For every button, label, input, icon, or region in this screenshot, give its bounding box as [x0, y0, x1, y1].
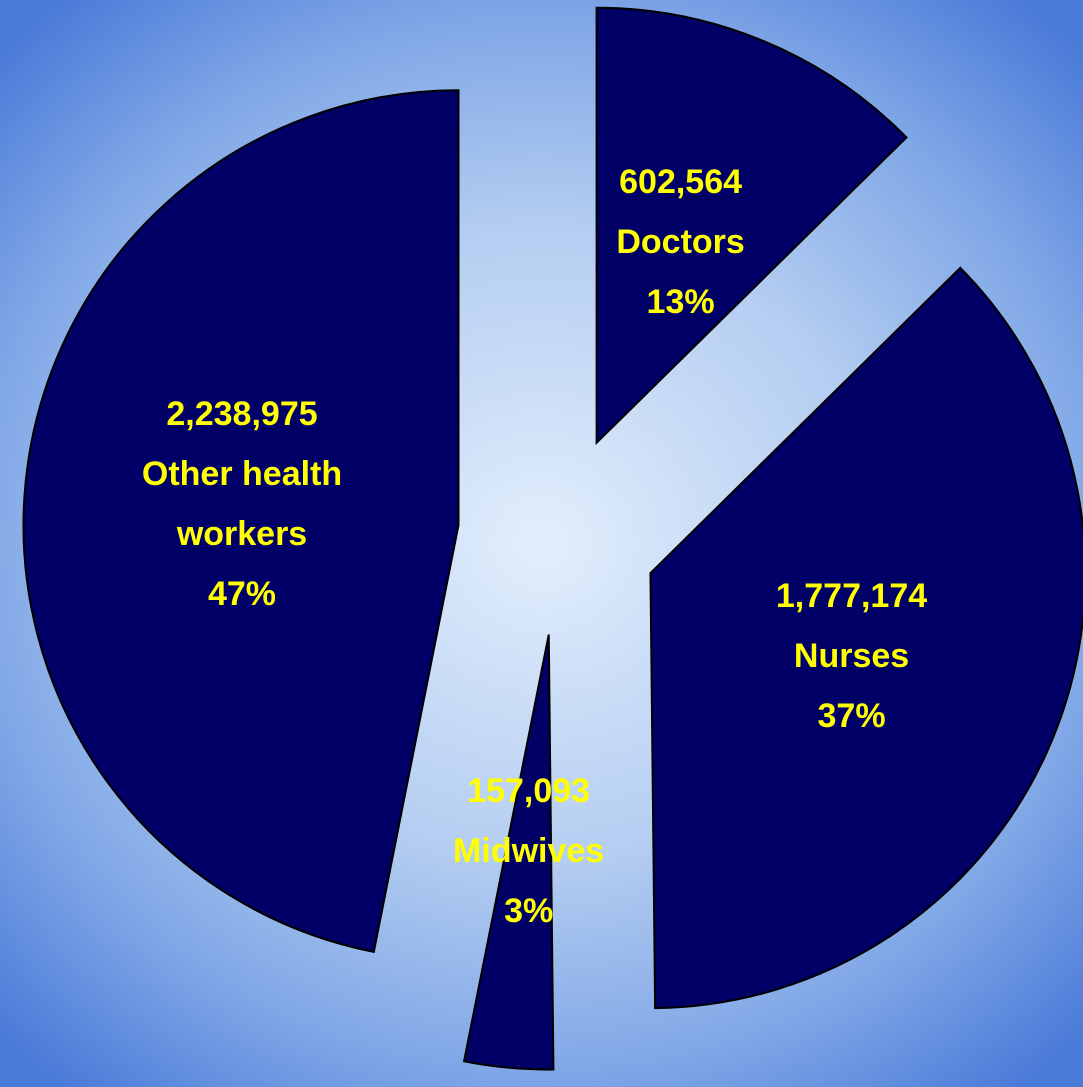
- value-label: 1,777,174: [775, 577, 928, 615]
- pie-slice: [649, 266, 1083, 1010]
- percent-label: 13%: [646, 283, 715, 322]
- value-label: 2,238,975: [166, 394, 318, 433]
- percent-label: 37%: [817, 697, 886, 735]
- value-label: 157,093: [467, 772, 591, 811]
- slice-label: 1,777,174 Nurses 37%: [717, 566, 987, 746]
- category-label: Midwives: [453, 832, 605, 871]
- slice-label: 157,093 Midwives 3%: [394, 761, 664, 941]
- percent-label: 3%: [504, 892, 554, 931]
- category-label: Other health workers: [141, 454, 343, 553]
- category-label: Nurses: [793, 637, 910, 675]
- pie-slice: [462, 634, 555, 1071]
- category-label: Doctors: [616, 223, 745, 262]
- slice-label: 2,238,975 Other health workers 47%: [107, 384, 377, 624]
- value-label: 602,564: [619, 163, 743, 202]
- pie-slice: [22, 89, 460, 954]
- pie-slice: [595, 6, 908, 446]
- percent-label: 47%: [207, 574, 277, 613]
- slice-label: 602,564 Doctors 13%: [546, 152, 816, 332]
